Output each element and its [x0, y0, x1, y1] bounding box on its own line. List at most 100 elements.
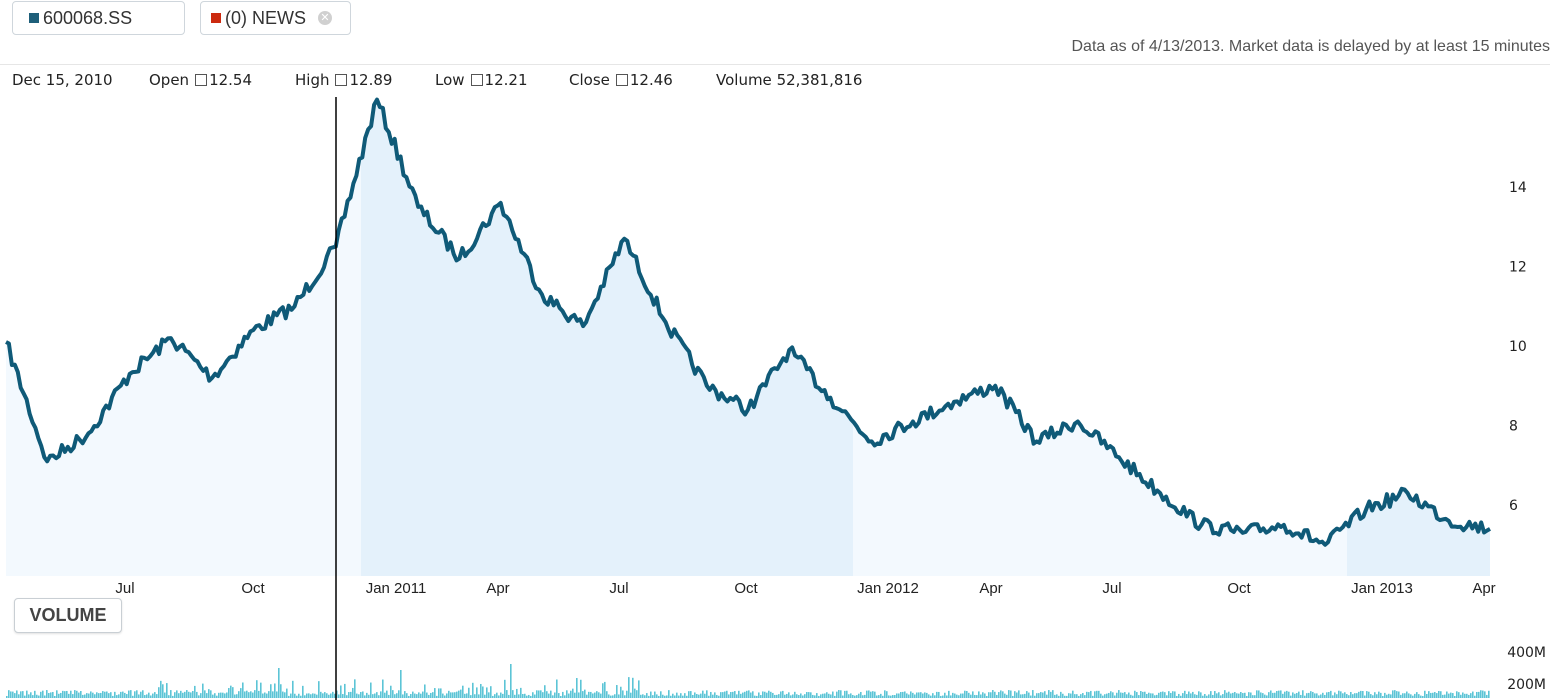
- volume-bar: [666, 695, 668, 698]
- volume-bar: [600, 693, 602, 698]
- volume-bar: [1016, 692, 1018, 698]
- volume-bar: [76, 690, 78, 698]
- volume-bar: [1058, 695, 1060, 698]
- volume-bar: [740, 693, 742, 698]
- volume-bar: [358, 694, 360, 698]
- volume-bar: [1346, 694, 1348, 698]
- volume-bar: [28, 694, 30, 698]
- low-checkbox[interactable]: [470, 74, 483, 86]
- volume-bar: [1470, 693, 1472, 698]
- volume-bar: [774, 694, 776, 698]
- volume-bar: [376, 692, 378, 698]
- volume-bar: [224, 693, 226, 698]
- volume-bar: [1296, 692, 1298, 698]
- volume-bar: [392, 690, 394, 698]
- news-tab[interactable]: (0) NEWS ✕: [200, 1, 351, 35]
- volume-bar: [460, 689, 462, 698]
- volume-bar: [726, 690, 728, 698]
- volume-bar: [38, 695, 40, 698]
- volume-bar: [596, 691, 598, 698]
- volume-bar: [1262, 693, 1264, 698]
- volume-bar: [846, 690, 848, 698]
- volume-bar: [1384, 692, 1386, 698]
- volume-button[interactable]: VOLUME: [14, 598, 122, 633]
- volume-bar: [770, 691, 772, 698]
- volume-bar: [1096, 690, 1098, 698]
- symbol-tab[interactable]: 600068.SS: [12, 1, 185, 35]
- volume-bar: [1164, 692, 1166, 698]
- volume-bar: [860, 691, 862, 698]
- volume-bar: [954, 693, 956, 698]
- volume-bar: [952, 692, 954, 698]
- volume-bar: [1430, 692, 1432, 698]
- volume-bar: [864, 694, 866, 698]
- volume-bar: [152, 693, 154, 698]
- low-value: 12.21: [484, 71, 528, 89]
- volume-bar: [1386, 694, 1388, 698]
- volume-bar: [686, 695, 688, 698]
- volume-bar: [208, 689, 210, 698]
- volume-bar: [760, 695, 762, 698]
- volume-bar: [1104, 694, 1106, 698]
- volume-bar: [948, 690, 950, 698]
- x-tick-label: Oct: [1227, 580, 1251, 597]
- volume-bar: [1172, 691, 1174, 698]
- volume-bar: [1176, 695, 1178, 698]
- close-icon[interactable]: ✕: [318, 11, 332, 25]
- volume-bar: [84, 694, 86, 698]
- volume-bar: [1194, 694, 1196, 698]
- volume-bar: [116, 695, 118, 698]
- volume-bar: [970, 694, 972, 698]
- volume-bar: [968, 692, 970, 698]
- y-tick-label: 10: [1509, 339, 1527, 355]
- x-tick-label: Apr: [486, 580, 509, 597]
- volume-bar: [1392, 690, 1394, 698]
- volume-bar: [378, 695, 380, 698]
- volume-bar: [266, 693, 268, 698]
- volume-bar: [994, 691, 996, 698]
- volume-bar: [132, 695, 134, 698]
- volume-bar: [14, 693, 16, 698]
- volume-bar: [608, 694, 610, 698]
- volume-bar: [1024, 693, 1026, 698]
- volume-bar: [434, 688, 436, 698]
- volume-bar: [184, 691, 186, 698]
- volume-bar: [1342, 693, 1344, 698]
- volume-bar: [592, 693, 594, 698]
- volume-bar: [966, 690, 968, 698]
- volume-bar: [1052, 690, 1054, 698]
- high-checkbox[interactable]: [335, 74, 348, 86]
- close-checkbox[interactable]: [615, 74, 628, 86]
- volume-bar: [742, 692, 744, 698]
- volume-bar: [872, 691, 874, 698]
- volume-bar: [1110, 691, 1112, 698]
- y-axis: 6 8 10 12 14: [1509, 180, 1527, 514]
- period-bands: [6, 99, 1490, 576]
- volume-bar: [1442, 694, 1444, 698]
- volume-bar: [1006, 694, 1008, 698]
- volume-bar: [546, 691, 548, 698]
- volume-bar: [364, 695, 366, 698]
- volume-bar: [488, 692, 490, 698]
- volume-bar: [114, 691, 116, 698]
- volume-bar: [644, 695, 646, 698]
- volume-bar: [452, 692, 454, 698]
- volume-bar: [674, 695, 676, 698]
- volume-bars: [6, 664, 1490, 698]
- volume-bar: [234, 694, 236, 698]
- volume-bar: [790, 695, 792, 698]
- volume-bar: [1026, 691, 1028, 698]
- volume-bar: [1486, 694, 1488, 698]
- volume-bar: [440, 688, 442, 698]
- volume-bar: [606, 691, 608, 698]
- volume-bar: [562, 691, 564, 698]
- volume-bar: [170, 690, 172, 698]
- volume-bar: [1020, 694, 1022, 698]
- volume-bar: [1358, 691, 1360, 698]
- volume-bar: [1314, 693, 1316, 698]
- volume-bar: [578, 692, 580, 698]
- volume-bar: [50, 692, 52, 698]
- volume-bar: [1124, 692, 1126, 698]
- open-checkbox[interactable]: [195, 74, 208, 86]
